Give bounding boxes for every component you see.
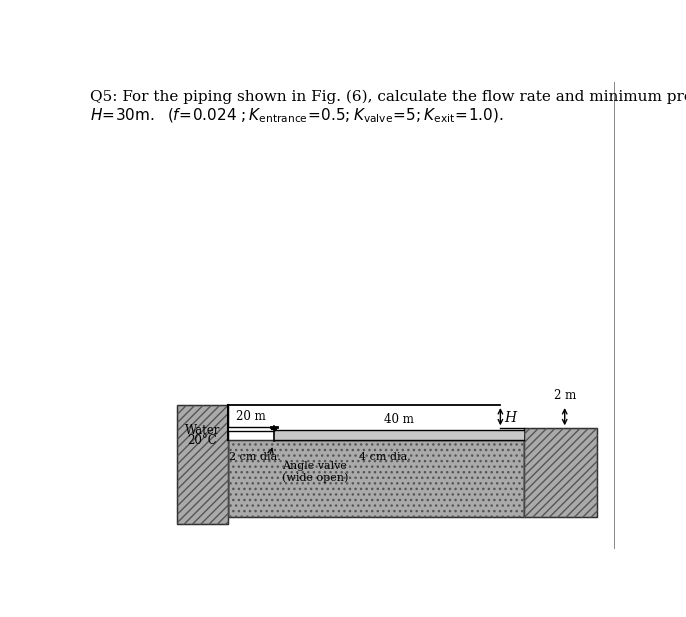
Bar (274, 430, 523, 440)
Bar (228, 427, 274, 431)
Bar (228, 440, 523, 517)
Bar (228, 440, 523, 517)
Text: 20 m: 20 m (236, 410, 265, 423)
Text: 20°C: 20°C (187, 434, 217, 447)
Text: 2 m: 2 m (554, 389, 576, 402)
Bar (177, 405, 228, 524)
Text: Angle valve: Angle valve (282, 462, 346, 471)
Bar (177, 405, 228, 524)
Bar (523, 428, 598, 517)
Bar (523, 428, 598, 517)
Text: 4 cm dia.: 4 cm dia. (359, 452, 411, 462)
Text: 2 cm dia.: 2 cm dia. (229, 452, 281, 462)
Text: 40 m: 40 m (384, 413, 414, 426)
Text: Q5: For the piping shown in Fig. (6), calculate the flow rate and minimum pressu: Q5: For the piping shown in Fig. (6), ca… (91, 89, 686, 104)
Text: Water: Water (185, 424, 220, 437)
Text: $H\!=\!30\mathrm{m.}$  $(f\!=\!0.024\ ;K_{\mathrm{entrance}}\!=\!0.5;K_{\mathrm{: $H\!=\!30\mathrm{m.}$ $(f\!=\!0.024\ ;K_… (91, 106, 504, 125)
Text: (wide open): (wide open) (282, 472, 348, 482)
Text: H: H (504, 411, 517, 425)
